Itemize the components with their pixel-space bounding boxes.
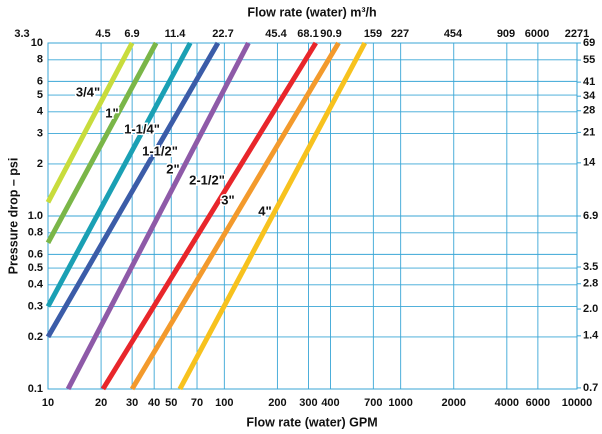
y-tick-label: 10: [31, 37, 43, 49]
x-tick-label: 10: [42, 397, 54, 409]
x-tick-label: 300: [299, 397, 317, 409]
y2-tick-label: 41: [583, 76, 595, 88]
top-tick-label: 68.1: [297, 28, 318, 40]
x-tick-label: 50: [165, 397, 177, 409]
y-tick-label: 0.6: [28, 248, 43, 260]
x-tick-label: 1000: [388, 397, 412, 409]
top-tick-label: 6.9: [124, 28, 139, 40]
y-tick-label: 0.5: [28, 262, 43, 274]
series-label: 2": [166, 161, 179, 176]
y-tick-label: 0.4: [28, 279, 44, 291]
top-tick-label: 22.7: [212, 28, 233, 40]
y2-tick-label: 2.8: [583, 278, 598, 290]
top-tick-label: 227: [391, 28, 409, 40]
y-tick-label: 0.8: [28, 227, 43, 239]
x-tick-label: 10000: [562, 397, 593, 409]
pipe-line: [45, 41, 193, 308]
series-label: 1-1/2": [142, 143, 178, 158]
y-tick-label: 4: [37, 106, 44, 118]
pipe-line: [65, 41, 251, 391]
series-label: 1": [105, 105, 118, 120]
top-tick-label: 3.3: [14, 28, 29, 40]
pipe-line: [45, 41, 159, 244]
x-tick-label: 4000: [495, 397, 519, 409]
plot-frame: [47, 42, 578, 390]
top-tick-label: 90.9: [320, 28, 341, 40]
y2-tick-label: 6.9: [583, 210, 598, 222]
pipe-line: [100, 41, 318, 391]
top-tick-label: 159: [364, 28, 382, 40]
y-tick-label: 2: [37, 158, 43, 170]
series-label: 4": [258, 203, 271, 218]
series-label: 3/4": [76, 84, 100, 99]
x-tick-label: 2000: [442, 397, 466, 409]
top-tick-label: 6000: [525, 28, 549, 40]
x-tick-label: 400: [321, 397, 339, 409]
y2-tick-label: 21: [583, 126, 595, 138]
top-tick-label: 45.4: [265, 28, 287, 40]
pipe-line: [45, 41, 135, 204]
x-tick-label: 40: [148, 397, 160, 409]
top-tick-label: 909: [497, 28, 515, 40]
y-tick-label: 0.3: [28, 300, 43, 312]
x-axis-title: Flow rate (water) GPM: [246, 415, 377, 429]
y2-tick-label: 28: [583, 105, 595, 117]
x-tick-label: 30: [126, 397, 138, 409]
y-tick-label: 1.0: [28, 210, 43, 222]
top-tick-label: 4.5: [95, 28, 110, 40]
y-tick-label: 8: [37, 54, 43, 66]
y2-tick-label: 34: [583, 90, 596, 102]
y2-tick-label: 69: [583, 37, 595, 49]
x-tick-label: 6000: [526, 397, 550, 409]
y-tick-label: 0.2: [28, 331, 43, 343]
series-label: 2-1/2": [189, 172, 225, 187]
x-tick-label: 70: [191, 397, 203, 409]
pipe-line: [45, 41, 221, 339]
x-tick-label: 100: [215, 397, 233, 409]
y2-tick-label: 3.5: [583, 261, 598, 273]
y2-tick-label: 55: [583, 54, 595, 66]
y-tick-label: 5: [37, 89, 43, 101]
top-tick-label: 11.4: [165, 28, 187, 40]
x-tick-label: 700: [364, 397, 382, 409]
top-tick-label: 454: [444, 28, 463, 40]
y-tick-label: 6: [37, 75, 43, 87]
pipe-line: [129, 41, 341, 391]
y-tick-label: 0.1: [28, 383, 43, 395]
y2-tick-label: 14: [583, 157, 596, 169]
y-tick-label: 3: [37, 127, 43, 139]
x-tick-label: 200: [268, 397, 286, 409]
top-axis-title: Flow rate (water) m³/h: [247, 5, 376, 19]
pipe-line: [177, 41, 368, 391]
y-axis-title: Pressure drop – psi: [6, 158, 20, 275]
x-tick-label: 20: [95, 397, 107, 409]
top-tick-label: 2271: [565, 28, 589, 40]
y2-tick-label: 2.0: [583, 303, 598, 315]
series-label: 3": [221, 192, 234, 207]
y2-tick-label: 0.7: [583, 382, 598, 394]
y2-tick-label: 1.4: [583, 330, 599, 342]
series-label: 1-1/4": [124, 121, 160, 136]
